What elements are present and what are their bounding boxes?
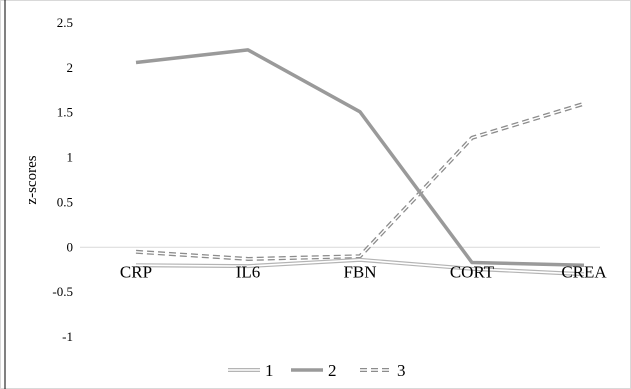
series-line-inner-3 xyxy=(135,103,585,260)
x-category-label: CORT xyxy=(450,262,495,281)
y-tick-label: -0.5 xyxy=(52,284,73,299)
y-tick-label: -1 xyxy=(62,329,73,344)
legend-label: 2 xyxy=(328,361,337,380)
legend-label: 1 xyxy=(265,361,274,380)
legend-item-1: 1 xyxy=(228,361,274,380)
y-tick-label: 2 xyxy=(67,60,74,75)
legend: 1 2 3 xyxy=(228,361,406,380)
x-category-label: CREA xyxy=(561,262,607,281)
y-axis-ticks: 2.5 2 1.5 1 0.5 0 -0.5 -1 xyxy=(52,15,73,344)
legend-label: 3 xyxy=(397,361,406,380)
series-line-inner-1 xyxy=(135,259,585,275)
category-labels: CRP IL6 FBN CORT CREA xyxy=(120,262,607,281)
y-tick-label: 0.5 xyxy=(57,194,73,209)
y-tick-label: 1.5 xyxy=(57,105,73,120)
legend-item-3: 3 xyxy=(360,361,406,380)
x-category-label: CRP xyxy=(120,262,152,281)
x-category-label: IL6 xyxy=(236,262,261,281)
y-tick-label: 1 xyxy=(67,150,74,165)
y-tick-label: 2.5 xyxy=(57,15,73,30)
y-axis-title: z-scores xyxy=(24,155,40,204)
series-line-2 xyxy=(135,48,585,267)
x-category-label: FBN xyxy=(343,262,376,281)
series-layer xyxy=(135,48,585,277)
y-tick-label: 0 xyxy=(67,239,74,254)
legend-item-2: 2 xyxy=(291,361,337,380)
